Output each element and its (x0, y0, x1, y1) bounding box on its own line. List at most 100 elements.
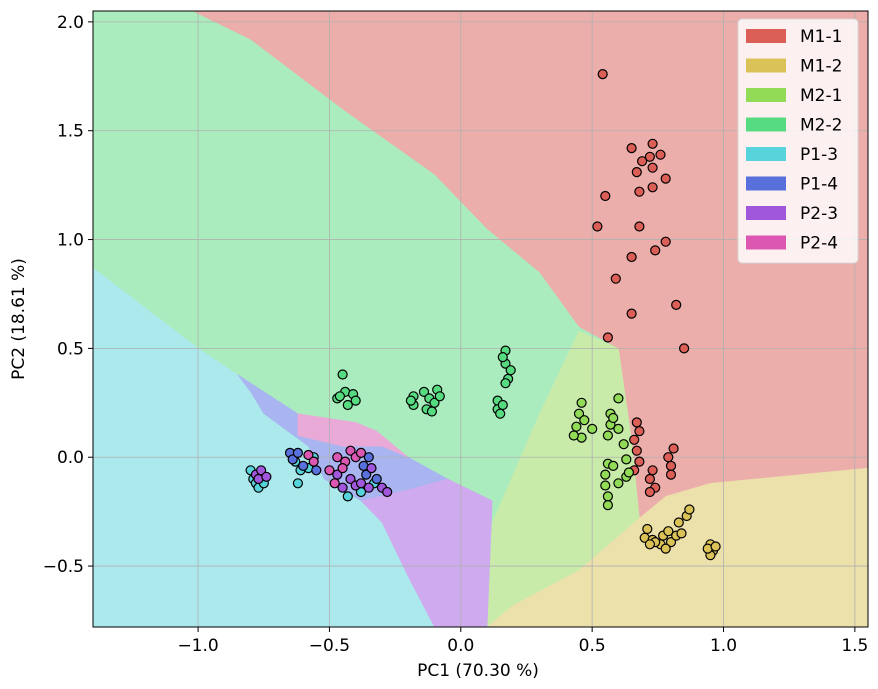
legend-label-m1-2: M1-2 (800, 57, 842, 77)
point-m2-1 (613, 478, 624, 489)
point-m2-2 (495, 408, 506, 419)
legend-label-m2-1: M2-1 (800, 86, 842, 106)
point-p1-4 (311, 465, 322, 476)
legend-swatch-m2-1 (746, 88, 786, 102)
point-p2-4 (308, 456, 319, 467)
y-tick-label: 0.0 (57, 448, 84, 468)
legend-label-p1-4: P1-4 (800, 175, 838, 195)
point-m1-1 (660, 236, 671, 247)
point-p2-4 (345, 445, 356, 456)
legend-box (737, 18, 859, 264)
point-m1-1 (610, 273, 621, 284)
point-m1-2 (660, 543, 671, 554)
point-m2-1 (608, 460, 619, 471)
point-m2-1 (621, 454, 632, 465)
point-m2-2 (405, 395, 416, 406)
point-m2-1 (587, 423, 598, 434)
legend-swatch-p2-3 (746, 206, 786, 220)
region-m1-2 (486, 467, 868, 627)
point-m2-1 (571, 421, 582, 432)
point-m2-1 (608, 412, 619, 424)
point-p1-4 (371, 473, 382, 485)
point-m1-1 (631, 167, 642, 178)
region-p2-3 (360, 478, 493, 627)
point-p1-4 (363, 452, 374, 463)
x-axis-label: PC1 (70.30 %) (417, 661, 539, 681)
point-p2-3 (256, 465, 267, 476)
point-p1-4 (287, 454, 298, 465)
point-p2-4 (303, 449, 314, 461)
point-m1-2 (642, 523, 653, 535)
legend-swatch-m2-2 (746, 117, 786, 132)
point-m2-2 (350, 395, 361, 406)
point-m1-2 (644, 539, 656, 550)
point-m1-2 (673, 517, 684, 528)
scatter-points (245, 68, 721, 561)
legend-label-p1-3: P1-3 (800, 145, 838, 165)
x-axis-ticks: −1.0 −0.5 0.0 0.5 1.0 1.5 (177, 627, 868, 656)
x-tick-label: 1.5 (841, 636, 868, 656)
point-m2-1 (602, 430, 614, 441)
point-m1-1 (663, 452, 674, 463)
legend-swatch-m1-1 (746, 29, 786, 43)
point-m1-1 (644, 486, 656, 498)
x-tick-label: 0.0 (447, 636, 474, 656)
point-p2-3 (355, 478, 367, 489)
point-m1-1 (634, 426, 645, 437)
legend-label-m1-1: M1-1 (800, 27, 842, 47)
legend-swatch-p1-3 (746, 147, 786, 161)
point-p1-4 (292, 447, 303, 458)
x-tick-label: −1.0 (177, 636, 218, 656)
point-m2-1 (579, 415, 590, 426)
legend-label-p2-3: P2-3 (800, 204, 838, 224)
legend-label-p2-4: P2-4 (800, 234, 838, 254)
point-m2-1 (600, 480, 611, 491)
legend-swatch-p1-4 (746, 176, 786, 191)
point-m1-1 (671, 299, 682, 310)
point-m2-1 (600, 469, 611, 480)
point-m2-1 (618, 439, 629, 450)
point-m1-1 (668, 443, 679, 454)
x-tick-label: 1.0 (710, 636, 737, 656)
point-m2-2 (497, 352, 508, 363)
point-m1-1 (626, 251, 637, 263)
point-m1-1 (631, 445, 642, 456)
point-m2-1 (568, 430, 579, 441)
point-p2-3 (345, 473, 356, 485)
y-tick-label: −0.5 (43, 557, 84, 577)
legend: M1-1 M1-2 M2-1 M2-2 P1-3 P1-4 P2-3 P2-4 (737, 18, 859, 264)
point-m1-1 (647, 162, 658, 173)
point-m2-1 (602, 500, 614, 511)
point-p1-3 (292, 478, 303, 489)
point-m1-1 (626, 143, 637, 154)
point-m2-1 (613, 423, 624, 434)
point-m1-1 (626, 308, 637, 319)
point-m1-1 (602, 332, 614, 343)
point-m1-1 (647, 465, 658, 476)
point-p1-4 (298, 460, 309, 471)
point-p2-4 (329, 478, 340, 489)
point-m1-1 (634, 186, 645, 197)
point-m2-2 (500, 378, 511, 389)
point-m1-1 (634, 221, 645, 232)
point-m1-1 (644, 151, 656, 162)
point-m2-2 (342, 399, 353, 411)
point-m2-2 (418, 386, 430, 397)
point-m1-1 (597, 68, 608, 80)
point-m2-1 (576, 397, 587, 408)
y-tick-label: 2.0 (57, 13, 84, 33)
point-m1-2 (676, 528, 687, 539)
point-p1-3 (342, 491, 353, 502)
point-m2-1 (623, 467, 635, 478)
point-p2-3 (261, 471, 272, 482)
point-m2-2 (497, 399, 508, 411)
point-p2-4 (332, 452, 343, 463)
x-tick-label: 0.5 (579, 636, 606, 656)
y-axis-label: PC2 (18.61 %) (9, 258, 29, 380)
point-m2-1 (573, 408, 585, 419)
point-m1-2 (665, 536, 677, 548)
legend-swatch-m1-2 (746, 58, 786, 73)
point-m1-1 (650, 245, 661, 256)
y-axis-ticks: −0.5 0.0 0.5 1.0 1.5 2.0 (43, 13, 93, 577)
point-m1-1 (678, 343, 690, 354)
